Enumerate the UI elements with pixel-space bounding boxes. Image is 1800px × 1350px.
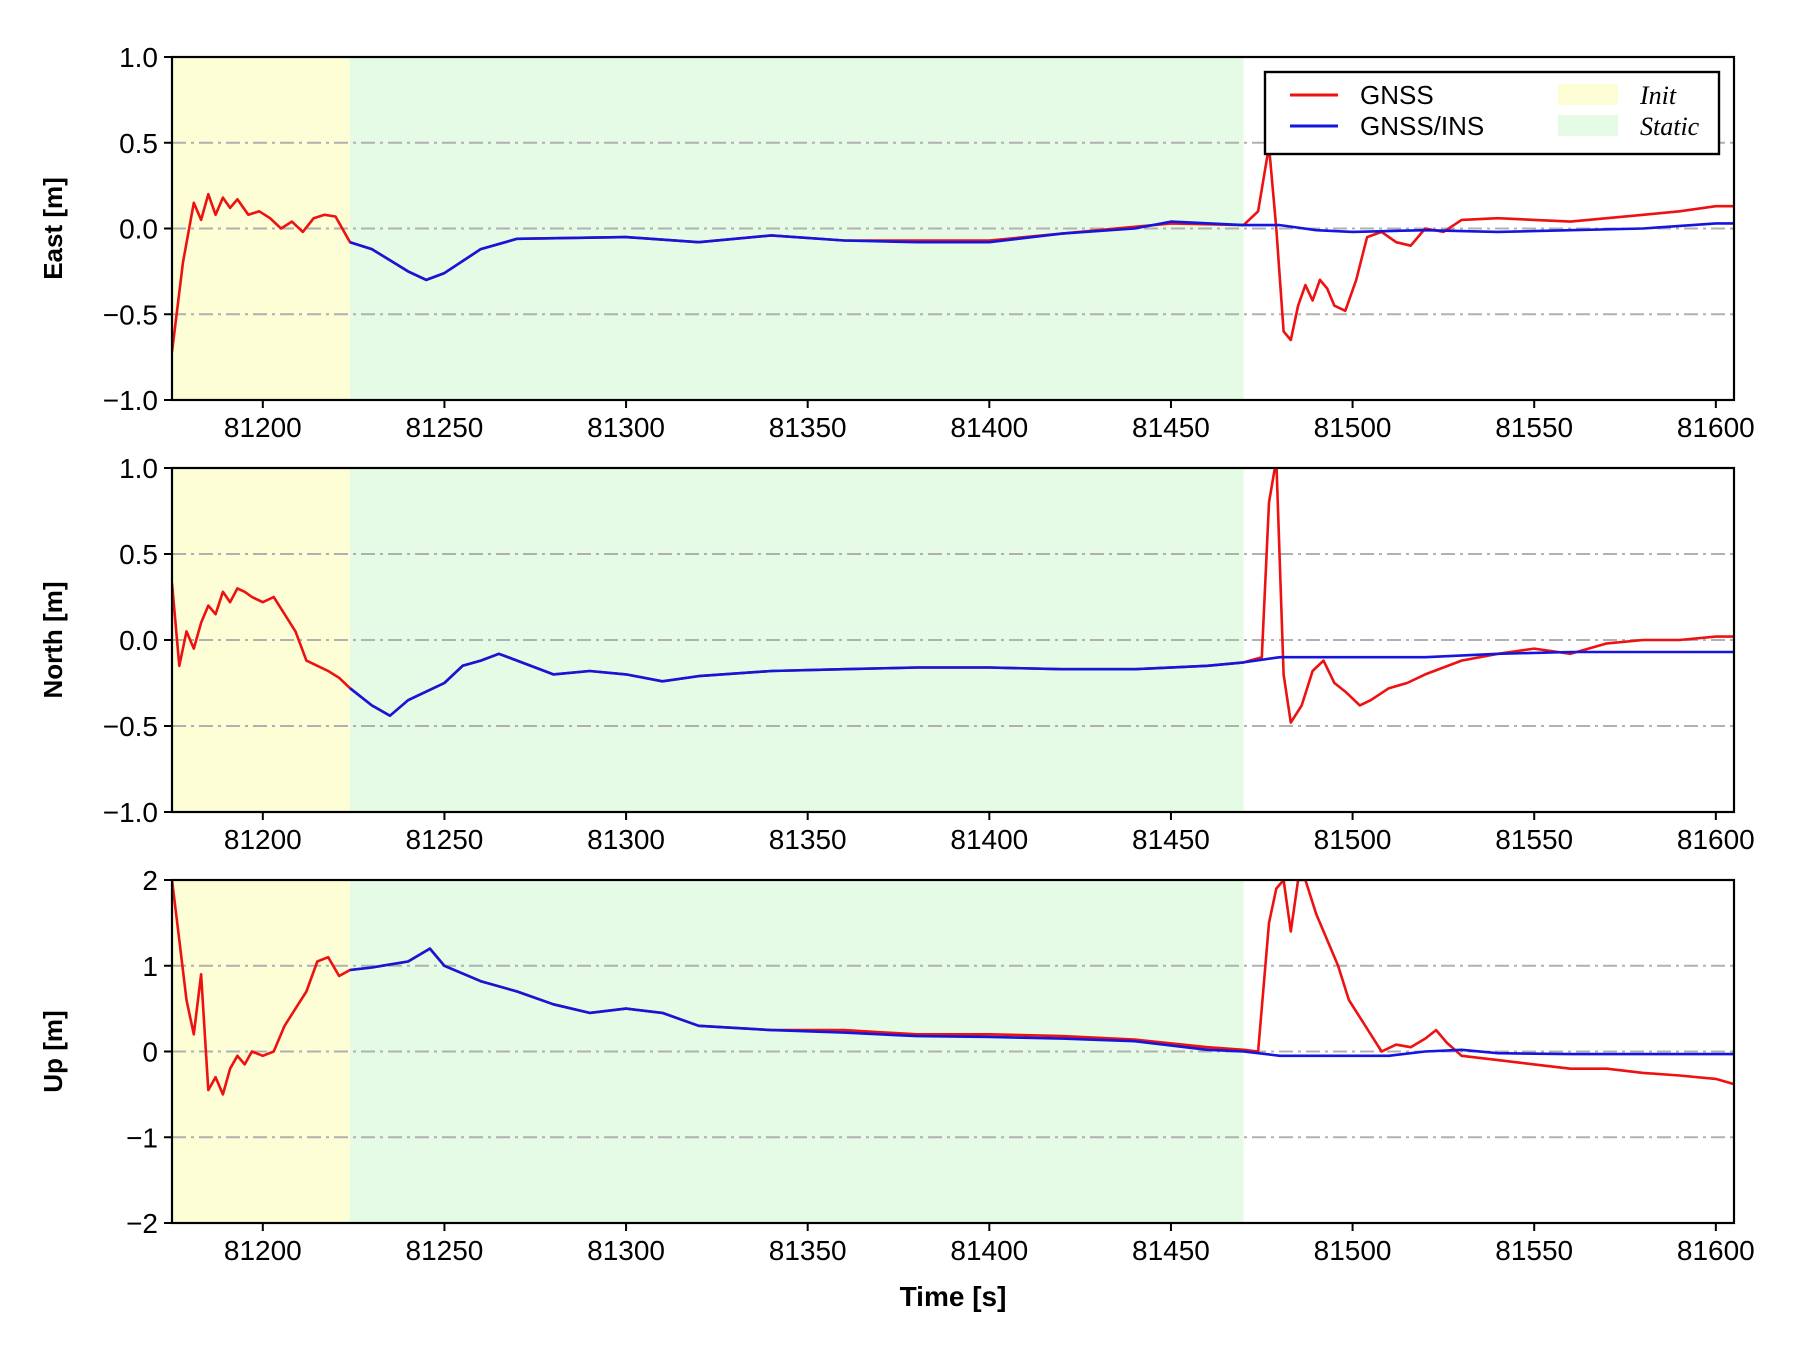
y-tick-label: −0.5 — [103, 711, 158, 742]
x-tick-label: 81550 — [1495, 824, 1573, 855]
x-tick-label: 81300 — [587, 412, 665, 443]
x-tick-label: 81600 — [1677, 412, 1755, 443]
y-tick-label: 0.0 — [119, 625, 158, 656]
x-tick-label: 81350 — [769, 1235, 847, 1266]
y-tick-label: 1.0 — [119, 42, 158, 73]
x-tick-label: 81250 — [406, 824, 484, 855]
x-tick-label: 81300 — [587, 824, 665, 855]
x-axis-label: Time [s] — [900, 1281, 1007, 1312]
y-tick-label: −1 — [126, 1122, 158, 1153]
series-line-gnss-ins — [349, 947, 1734, 1058]
legend-gnss-label: GNSS — [1360, 80, 1434, 110]
y-tick-label: 2 — [142, 865, 158, 896]
y-tick-label: −1.0 — [103, 797, 158, 828]
series-line-gnss — [172, 880, 1734, 1096]
x-tick-label: 81350 — [769, 412, 847, 443]
y-axis-label: East [m] — [38, 177, 68, 280]
y-tick-label: −2 — [126, 1208, 158, 1239]
y-tick-label: −1.0 — [103, 385, 158, 416]
x-tick-label: 81550 — [1495, 412, 1573, 443]
x-tick-label: 81550 — [1495, 1235, 1573, 1266]
x-tick-label: 81400 — [950, 412, 1028, 443]
legend-static-label: Static — [1640, 112, 1700, 141]
x-tick-label: 81450 — [1132, 1235, 1210, 1266]
series-line-gnss-ins — [349, 650, 1734, 717]
y-axis-label: North [m] — [38, 582, 68, 699]
y-tick-label: −0.5 — [103, 299, 158, 330]
x-tick-label: 81600 — [1677, 824, 1755, 855]
x-tick-label: 81500 — [1314, 412, 1392, 443]
series-line-gnss-ins — [349, 220, 1734, 282]
legend-init-label: Init — [1639, 81, 1677, 110]
y-tick-label: 1 — [142, 951, 158, 982]
y-tick-label: 0.5 — [119, 128, 158, 159]
legend-gnss-ins-label: GNSS/INS — [1360, 111, 1484, 141]
y-tick-label: 0.5 — [119, 539, 158, 570]
legend-static-patch — [1558, 115, 1618, 136]
x-tick-label: 81500 — [1314, 824, 1392, 855]
y-tick-label: 1.0 — [119, 453, 158, 484]
legend-init-patch — [1558, 84, 1618, 105]
x-tick-label: 81200 — [224, 824, 302, 855]
x-tick-label: 81200 — [224, 1235, 302, 1266]
legend-box — [1263, 70, 1721, 156]
x-tick-label: 81300 — [587, 1235, 665, 1266]
x-tick-label: 81200 — [224, 412, 302, 443]
x-tick-label: 81250 — [406, 1235, 484, 1266]
x-tick-label: 81450 — [1132, 412, 1210, 443]
y-tick-label: 0 — [142, 1037, 158, 1068]
y-axis-label: Up [m] — [38, 1010, 68, 1092]
x-tick-label: 81450 — [1132, 824, 1210, 855]
x-tick-label: 81600 — [1677, 1235, 1755, 1266]
x-tick-label: 81400 — [950, 824, 1028, 855]
x-tick-label: 81500 — [1314, 1235, 1392, 1266]
panel-up: 81200 81250 81300 81350 81400 81450 81500 81550… — [38, 865, 1755, 1266]
panel-north: 81200 81250 81300 81350 81400 81450 81500 81550… — [38, 453, 1755, 855]
x-tick-label: 81250 — [406, 412, 484, 443]
x-tick-label: 81350 — [769, 824, 847, 855]
panel-east: 81200 81250 81300 81350 81400 81450 81500 81550… — [38, 42, 1755, 443]
y-tick-label: 0.0 — [119, 214, 158, 245]
x-tick-label: 81400 — [950, 1235, 1028, 1266]
